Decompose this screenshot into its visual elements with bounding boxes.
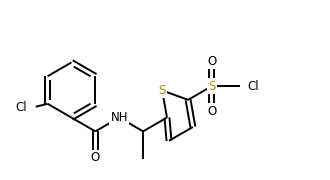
Text: Cl: Cl xyxy=(15,101,27,114)
Text: Cl: Cl xyxy=(248,80,259,93)
Text: S: S xyxy=(208,80,215,93)
Text: S: S xyxy=(158,84,166,97)
Text: NH: NH xyxy=(111,111,128,124)
Text: O: O xyxy=(207,105,216,118)
Text: O: O xyxy=(91,151,100,164)
Text: O: O xyxy=(207,55,216,68)
